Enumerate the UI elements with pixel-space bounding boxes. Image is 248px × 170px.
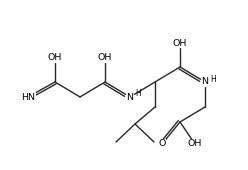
Text: O: O (158, 140, 166, 149)
Text: H: H (135, 89, 141, 98)
Text: OH: OH (173, 38, 187, 47)
Text: HN: HN (21, 92, 35, 101)
Text: N: N (201, 78, 209, 87)
Text: OH: OH (188, 140, 202, 149)
Text: N: N (126, 92, 133, 101)
Text: OH: OH (98, 54, 112, 63)
Text: OH: OH (48, 54, 62, 63)
Text: H: H (210, 74, 216, 83)
